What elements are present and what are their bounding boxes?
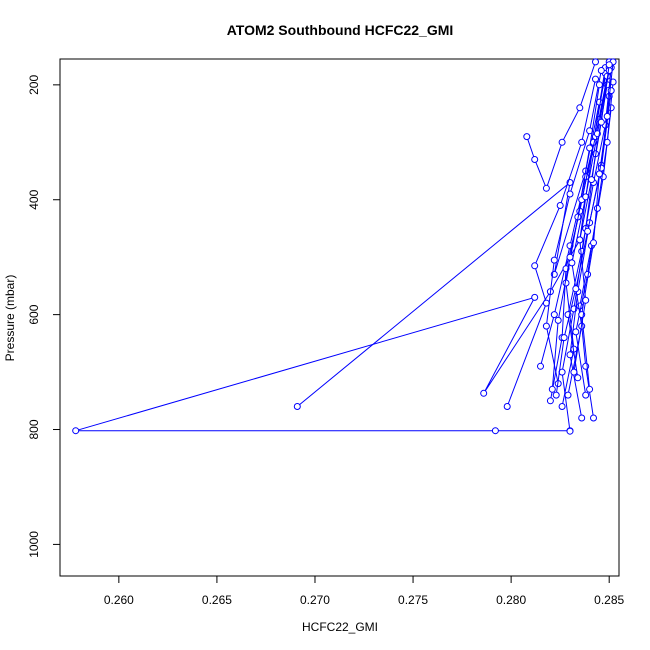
- data-point: [586, 144, 594, 152]
- data-point: [582, 193, 590, 201]
- data-point: [592, 75, 599, 83]
- data-point: [574, 374, 582, 382]
- data-point: [293, 403, 301, 410]
- x-tick-label: 0.285: [594, 593, 624, 607]
- data-point: [592, 58, 599, 66]
- data-point: [582, 173, 590, 181]
- data-point: [531, 262, 539, 270]
- data-point: [558, 138, 566, 146]
- y-axis-label: Pressure (mbar): [3, 275, 17, 362]
- y-tick-label: 1000: [27, 531, 41, 558]
- data-point: [558, 403, 566, 410]
- data-point: [603, 112, 611, 120]
- data-point: [491, 427, 499, 435]
- x-tick-label: 0.265: [202, 593, 232, 607]
- data-point: [503, 403, 511, 410]
- series-line-17: [573, 64, 610, 373]
- series-line-2: [506, 78, 596, 407]
- data-point: [566, 190, 574, 198]
- chart-title: ATOM2 Southbound HCFC22_GMI: [227, 22, 454, 38]
- data-point: [607, 87, 615, 95]
- data-point: [576, 104, 584, 112]
- data-point: [550, 311, 558, 319]
- data-point: [578, 414, 586, 422]
- data-point: [609, 78, 617, 86]
- data-point: [582, 296, 590, 304]
- data-point: [546, 397, 554, 405]
- data-point: [570, 368, 578, 376]
- data-point: [556, 202, 564, 209]
- y-axis: 200 400 600 800 1000: [27, 75, 60, 558]
- data-point: [597, 118, 605, 126]
- data-point: [578, 138, 586, 146]
- data-point: [548, 385, 556, 393]
- series-line-16: [581, 61, 614, 390]
- data-point: [590, 239, 597, 247]
- data-point: [560, 334, 568, 342]
- data-point: [584, 227, 592, 235]
- data-point: [595, 81, 603, 89]
- series-line-5: [545, 70, 602, 384]
- data-point: [72, 427, 80, 435]
- x-tick-label: 0.270: [300, 593, 330, 607]
- y-tick-label: 800: [27, 419, 41, 439]
- data-point: [595, 170, 603, 178]
- data-point: [566, 253, 574, 261]
- data-point: [564, 391, 572, 399]
- data-point: [531, 156, 539, 163]
- data-point: [572, 328, 580, 336]
- data-point: [480, 389, 488, 397]
- data-point: [597, 164, 605, 172]
- series-line-12: [526, 61, 596, 190]
- x-tick-label: 0.280: [496, 593, 526, 607]
- x-tick-label: 0.275: [398, 593, 428, 607]
- x-axis: 0.260 0.265 0.270 0.275 0.280 0.285: [104, 576, 625, 607]
- data-point: [582, 391, 590, 399]
- series-line-0: [75, 67, 606, 432]
- data-point: [568, 259, 576, 267]
- data-point: [605, 67, 613, 74]
- data-point: [552, 391, 560, 399]
- x-axis-label: HCFC22_GMI: [302, 620, 378, 634]
- x-tick-label: 0.260: [104, 593, 134, 607]
- y-tick-label: 600: [27, 304, 41, 324]
- data-point: [590, 414, 597, 422]
- plot-frame: [59, 58, 620, 577]
- series-line-1: [296, 61, 610, 407]
- data-point: [550, 256, 558, 264]
- data-point: [554, 316, 562, 324]
- data-point: [531, 293, 539, 301]
- series-layer: [72, 58, 617, 435]
- data-point: [572, 285, 580, 293]
- data-point: [588, 176, 595, 184]
- series-line-10: [551, 76, 608, 390]
- data-point: [537, 362, 544, 370]
- y-tick-label: 200: [27, 75, 41, 95]
- data-point: [586, 385, 594, 393]
- data-point: [523, 133, 531, 141]
- data-point: [576, 236, 584, 244]
- data-point: [593, 204, 601, 212]
- data-point: [605, 61, 613, 69]
- data-point: [542, 322, 550, 330]
- data-point: [597, 67, 605, 74]
- data-point: [542, 184, 550, 192]
- y-tick-label: 400: [27, 189, 41, 209]
- data-point: [566, 427, 574, 435]
